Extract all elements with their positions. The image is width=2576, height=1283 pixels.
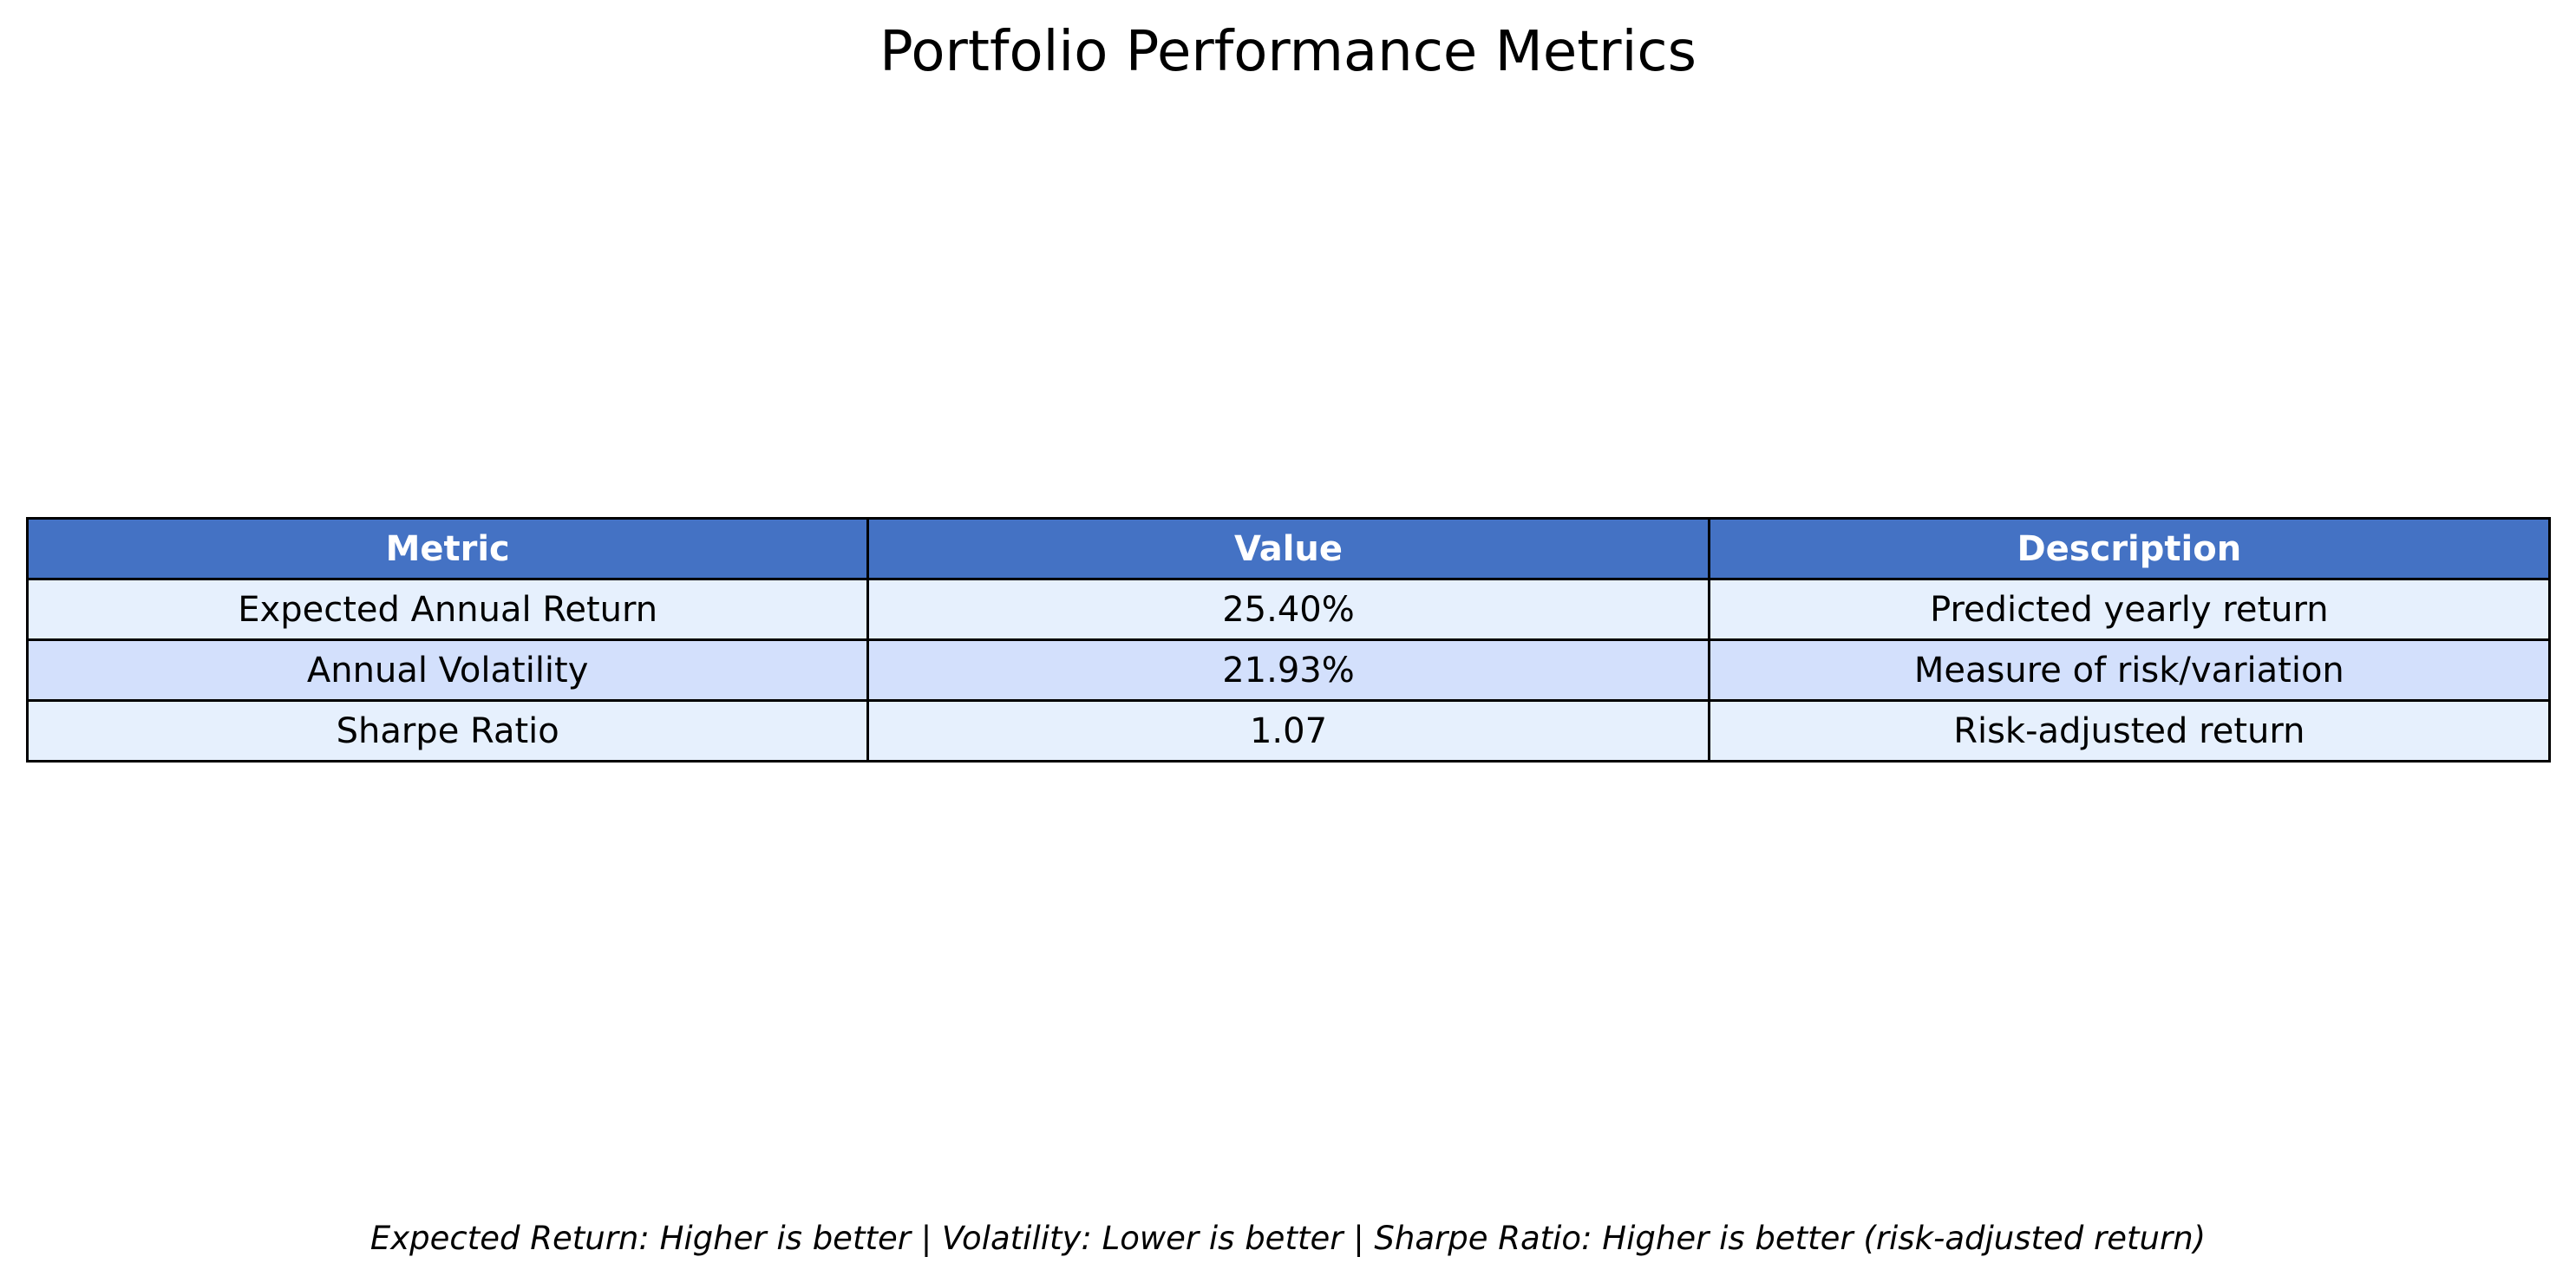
- description-cell: Measure of risk/variation: [1707, 638, 2552, 702]
- table-row: Annual Volatility 21.93% Measure of risk…: [25, 638, 2552, 702]
- description-cell: Risk-adjusted return: [1707, 699, 2552, 763]
- header-cell: Description: [1707, 517, 2552, 580]
- header-cell: Metric: [25, 517, 870, 580]
- chart-title: Portfolio Performance Metrics: [879, 20, 1697, 84]
- header-cell: Value: [866, 517, 1710, 580]
- description-cell: Predicted yearly return: [1707, 578, 2552, 641]
- table-header-row: Metric Value Description: [25, 517, 2552, 580]
- metric-cell: Expected Annual Return: [25, 578, 870, 641]
- table-row: Sharpe Ratio 1.07 Risk-adjusted return: [25, 699, 2552, 763]
- value-cell: 21.93%: [866, 638, 1710, 702]
- metrics-table: Metric Value Description Expected Annual…: [25, 517, 2552, 763]
- metric-cell: Sharpe Ratio: [25, 699, 870, 763]
- value-cell: 1.07: [866, 699, 1710, 763]
- metric-cell: Annual Volatility: [25, 638, 870, 702]
- value-cell: 25.40%: [866, 578, 1710, 641]
- table-row: Expected Annual Return 25.40% Predicted …: [25, 578, 2552, 641]
- footer-note: Expected Return: Higher is better | Vola…: [369, 1220, 2207, 1257]
